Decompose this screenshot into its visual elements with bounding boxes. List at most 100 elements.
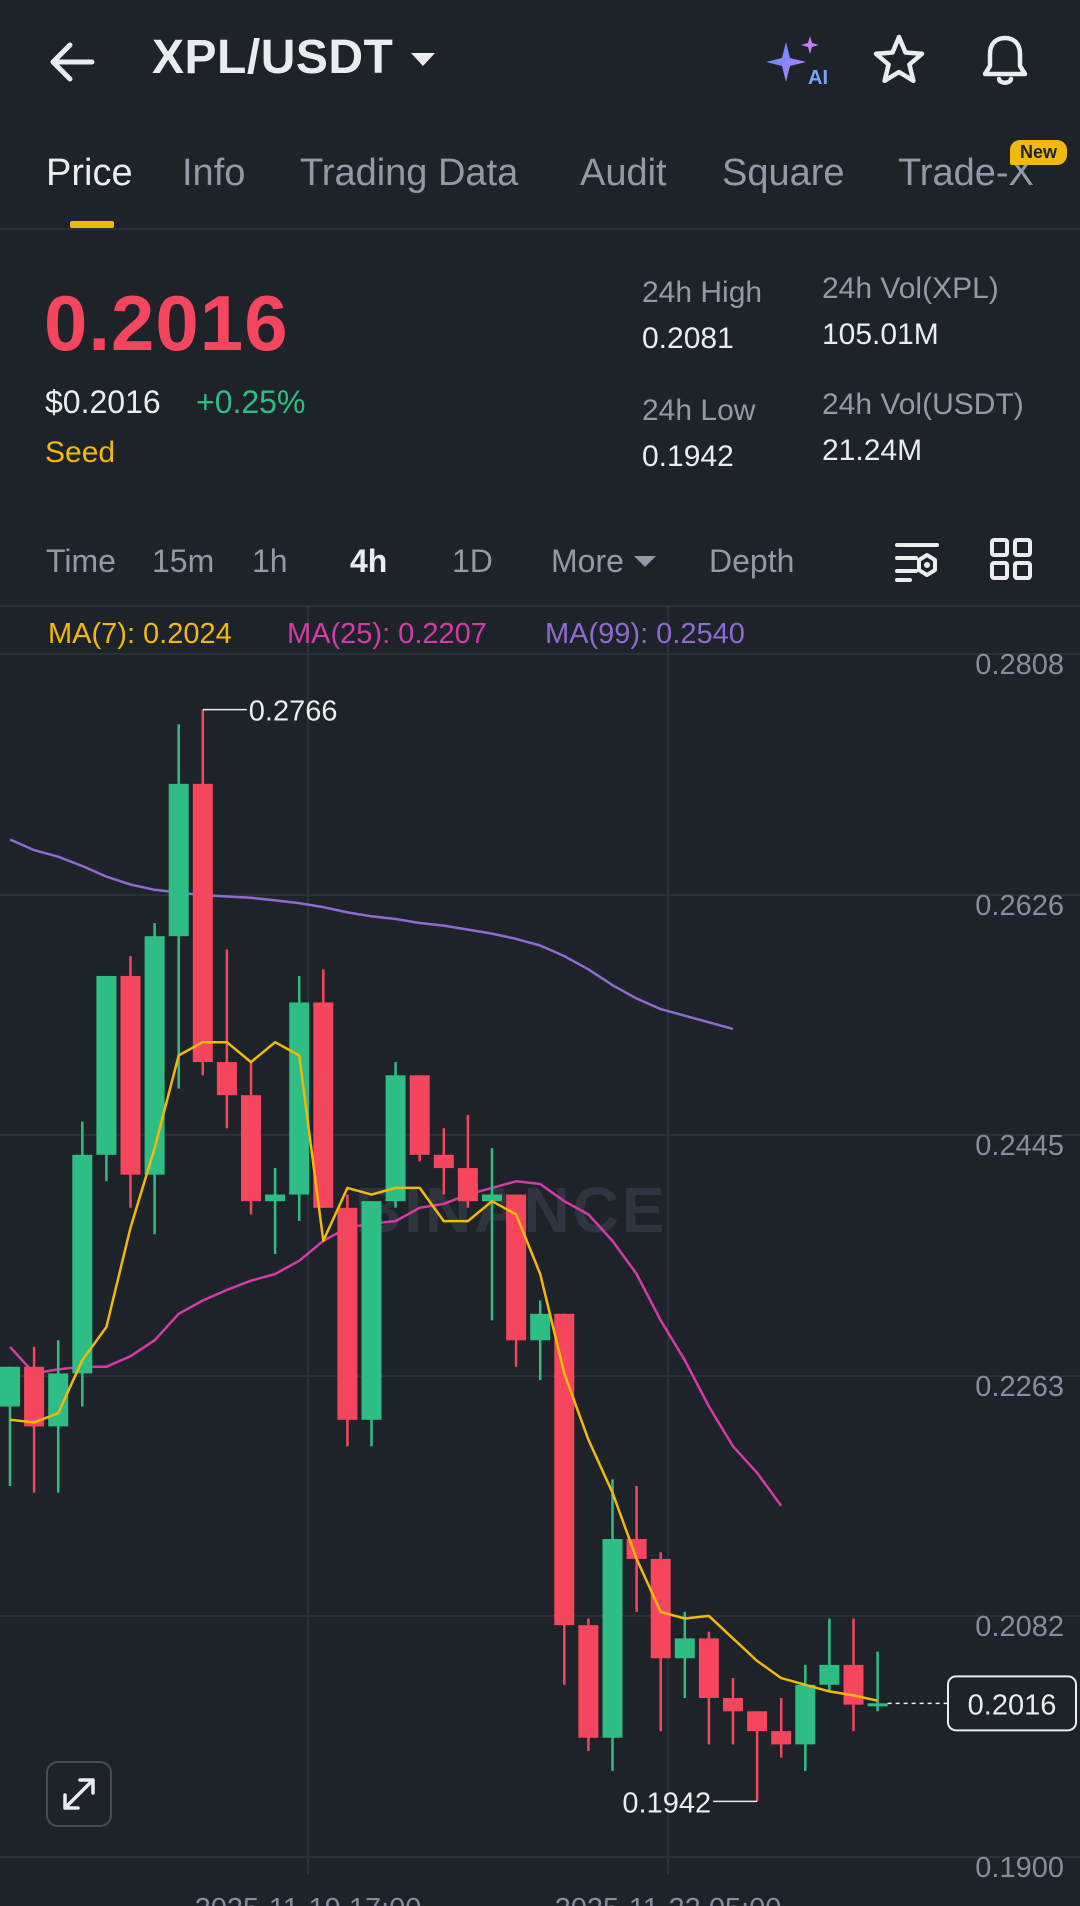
caret-down-icon bbox=[633, 556, 656, 568]
star-icon[interactable] bbox=[870, 32, 928, 90]
indicator-settings-icon[interactable] bbox=[894, 538, 940, 584]
candle-body bbox=[602, 1539, 623, 1738]
pair-selector[interactable]: XPL/USDT bbox=[152, 30, 436, 85]
candle bbox=[216, 949, 237, 1129]
interval-more[interactable]: More bbox=[551, 543, 656, 580]
interval-depth[interactable]: Depth bbox=[709, 543, 795, 579]
candle-body bbox=[120, 975, 141, 1175]
candle-body bbox=[168, 783, 189, 937]
candle bbox=[506, 1194, 527, 1367]
current-price-label: 0.2016 bbox=[968, 1689, 1057, 1721]
candle-body bbox=[409, 1075, 430, 1155]
candle bbox=[819, 1618, 840, 1692]
candle-body bbox=[144, 936, 165, 1175]
candle bbox=[578, 1618, 599, 1752]
candle bbox=[241, 1062, 261, 1215]
candle bbox=[48, 1340, 69, 1493]
candle bbox=[867, 1651, 888, 1712]
candle bbox=[433, 1128, 454, 1195]
low-value: 0.1942 bbox=[642, 440, 734, 473]
candle bbox=[457, 1115, 478, 1208]
candle-body bbox=[771, 1731, 792, 1745]
tab-price[interactable]: Price bbox=[46, 152, 133, 194]
candle-body bbox=[747, 1711, 768, 1732]
candle-body bbox=[650, 1558, 671, 1659]
candle-body bbox=[698, 1638, 719, 1699]
interval-1d[interactable]: 1D bbox=[452, 543, 493, 579]
candle bbox=[192, 709, 213, 1076]
candle bbox=[120, 956, 141, 1208]
candle-body bbox=[723, 1698, 743, 1712]
candle bbox=[144, 922, 165, 1235]
ma7-legend: MA(7): 0.2024 bbox=[48, 618, 232, 650]
new-badge: New bbox=[1010, 140, 1068, 165]
seed-tag[interactable]: Seed bbox=[45, 436, 116, 469]
candle bbox=[843, 1618, 864, 1732]
y-axis-label: 0.2082 bbox=[975, 1611, 1064, 1643]
candle-body bbox=[96, 975, 117, 1155]
ai-label: AI bbox=[808, 67, 828, 89]
candle-body bbox=[313, 1002, 334, 1208]
candle-body bbox=[0, 1366, 20, 1407]
candle-body bbox=[819, 1664, 840, 1685]
back-arrow-icon[interactable] bbox=[42, 32, 102, 92]
ma99-line bbox=[9, 838, 734, 1031]
candle bbox=[747, 1711, 768, 1802]
x-axis-label: 2025-11-19 17:00 bbox=[195, 1893, 422, 1906]
x-axis-label: 2025-11-22 05:00 bbox=[555, 1893, 782, 1906]
candle-body bbox=[554, 1313, 575, 1626]
candle bbox=[409, 1075, 430, 1162]
candle-body bbox=[530, 1313, 551, 1341]
y-axis-label: 0.2808 bbox=[975, 649, 1064, 681]
candle bbox=[168, 724, 189, 1089]
y-axis-label: 0.2626 bbox=[975, 890, 1064, 922]
tab-trading-data[interactable]: Trading Data bbox=[300, 152, 519, 194]
tab-audit[interactable]: Audit bbox=[580, 152, 667, 194]
candle bbox=[482, 1148, 502, 1321]
candle-body bbox=[795, 1684, 816, 1745]
candle bbox=[385, 1062, 406, 1208]
bell-icon[interactable] bbox=[976, 32, 1034, 90]
candle-body bbox=[48, 1373, 69, 1427]
interval-15m[interactable]: 15m bbox=[152, 543, 215, 579]
low-label: 24h Low bbox=[642, 394, 756, 427]
candle bbox=[265, 1168, 286, 1255]
candle-body bbox=[457, 1168, 478, 1202]
candle-body bbox=[385, 1075, 406, 1202]
high-value: 0.2081 bbox=[642, 322, 734, 355]
candle-body bbox=[867, 1703, 888, 1707]
candle bbox=[0, 1366, 20, 1487]
vol-base-value: 105.01M bbox=[822, 318, 939, 351]
candle bbox=[289, 975, 310, 1222]
interval-1h[interactable]: 1h bbox=[252, 543, 288, 579]
candle-body bbox=[72, 1154, 93, 1374]
candle-body bbox=[482, 1194, 502, 1202]
grid-layout-icon[interactable] bbox=[990, 538, 1032, 580]
candle bbox=[698, 1631, 719, 1745]
candle-body bbox=[241, 1095, 261, 1202]
price-change: +0.25% bbox=[196, 384, 306, 420]
candle bbox=[602, 1479, 623, 1771]
usd-price: $0.2016 bbox=[45, 384, 161, 420]
candle bbox=[530, 1300, 551, 1381]
candle bbox=[674, 1611, 695, 1699]
candle bbox=[771, 1698, 792, 1758]
candle-body bbox=[674, 1638, 695, 1659]
chevron-down-icon bbox=[411, 53, 436, 66]
candle-body bbox=[337, 1207, 358, 1420]
fullscreen-button[interactable] bbox=[46, 1761, 112, 1827]
candle-body bbox=[289, 1002, 310, 1195]
candle bbox=[337, 1194, 358, 1447]
interval-4h[interactable]: 4h bbox=[350, 543, 388, 579]
expand-icon bbox=[63, 1778, 95, 1810]
vol-quote-value: 21.24M bbox=[822, 434, 923, 467]
ai-sparkle-icon[interactable]: AI bbox=[764, 32, 828, 90]
tab-square[interactable]: Square bbox=[722, 152, 845, 194]
candle-body bbox=[216, 1062, 237, 1096]
candle-body bbox=[265, 1194, 286, 1202]
candle bbox=[626, 1486, 647, 1612]
interval-time[interactable]: Time bbox=[46, 543, 116, 579]
tab-info[interactable]: Info bbox=[182, 152, 246, 194]
candle bbox=[795, 1664, 816, 1771]
